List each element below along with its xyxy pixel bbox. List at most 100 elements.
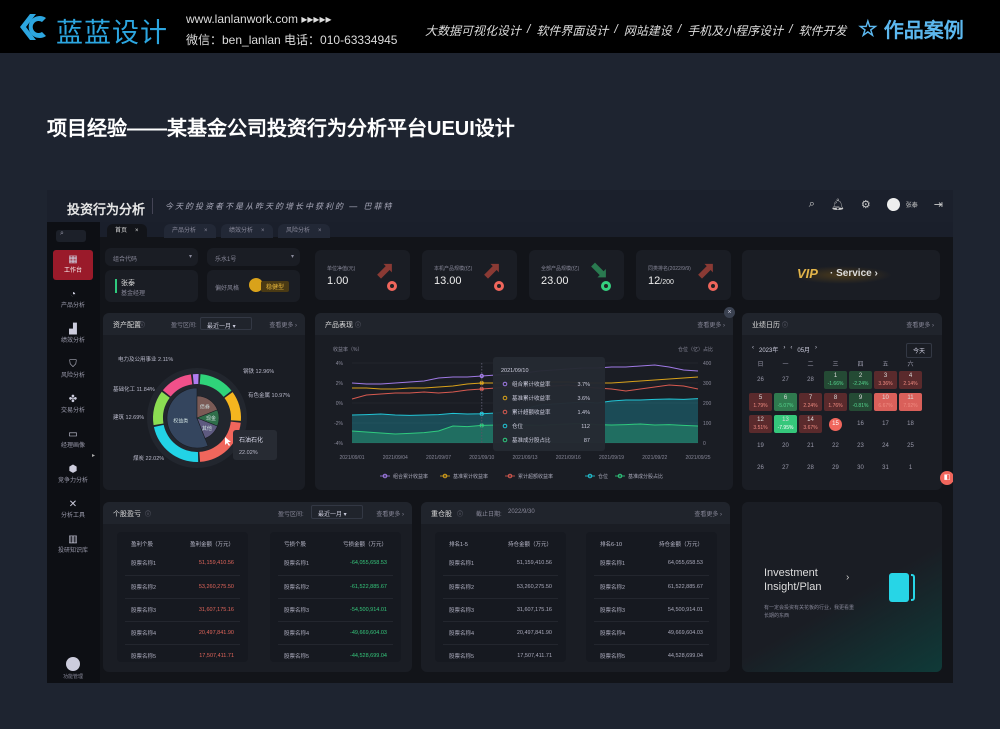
close-icon[interactable]: × [724,307,735,318]
calendar-day[interactable]: 28 [798,457,823,479]
calendar-day[interactable]: 6 -5.07% [773,391,798,413]
table-row[interactable]: 股票名称4 -49,669,604.03 [278,621,393,645]
view-more-link[interactable]: 查看更多 › [694,512,722,518]
nav-link[interactable]: 软件开发 [798,24,847,38]
sidebar-bottom[interactable]: 功能管理 [55,657,91,680]
ring-slice-1[interactable] [224,392,241,421]
calendar-day[interactable]: 1 -1.66% [823,369,848,391]
table-row[interactable]: 股票名称4 20,497,841.90 [125,621,240,645]
user-name[interactable]: 张泰 [905,203,918,209]
calendar-day[interactable]: 20 [773,435,798,457]
table-row[interactable]: 股票名称4 49,669,604.03 [594,621,709,645]
legend-label[interactable]: 基准成分股占比 [628,473,663,480]
calendar-day[interactable]: 14 3.67% [798,413,823,435]
calendar-day[interactable]: 1 [898,457,923,479]
close-tab-icon[interactable]: × [135,228,139,234]
calendar-day[interactable]: 7 2.24% [798,391,823,413]
calendar-day[interactable]: 28 [798,369,823,391]
calendar-day[interactable]: 2 -2.24% [848,369,873,391]
table-row[interactable]: 股票名称2 61,522,885.67 [594,575,709,599]
calendar-day[interactable]: 26 [748,457,773,479]
calendar-day[interactable]: 9 -0.81% [848,391,873,413]
fund-select[interactable]: 乐水1号 ▾ [207,248,300,266]
ring-slice-5[interactable] [162,374,193,397]
calendar-day[interactable]: 12 3.51% [748,413,773,435]
nav-link[interactable]: 手机及小程序设计 [687,24,784,38]
nav-link[interactable]: 软件界面设计 [536,24,609,38]
calendar-day[interactable]: 23 [848,435,873,457]
calendar-day[interactable]: 27 [773,369,798,391]
view-more-link[interactable]: 查看更多 › [906,323,934,329]
sidebar-item-nodes[interactable]: ✤ 交易分析 [53,390,93,420]
sidebar-item-bar[interactable]: ▟ 绩效分析 [53,320,93,350]
table-row[interactable]: 股票名称5 44,528,699.04 [594,644,709,667]
ring-slice-3[interactable] [153,424,199,462]
legend-label[interactable]: 组合累计收益率 [393,473,428,480]
next-year-icon[interactable]: › [783,345,786,351]
calendar-day[interactable]: 26 [748,369,773,391]
sidebar-item-books[interactable]: ▥ 投研知识库 [53,530,93,560]
ring-slice-4[interactable] [153,391,170,426]
range-select[interactable]: 最近一月 ▾ [200,317,252,330]
calendar-day[interactable]: 11 7.92% [898,391,923,413]
calendar-day[interactable]: 29 [823,457,848,479]
calendar-day[interactable]: 25 [898,435,923,457]
table-row[interactable]: 股票名称3 54,500,914.01 [594,598,709,622]
calendar-day[interactable]: 18 [898,413,923,435]
calendar-day[interactable]: 16 [848,413,873,435]
calendar-day[interactable]: 27 [773,457,798,479]
calendar-day[interactable]: 5 1.79% [748,391,773,413]
range-select[interactable]: 最近一月 ▾ [311,505,363,519]
prev-month-icon[interactable]: ‹ [790,345,793,351]
calendar-day[interactable]: 3 3.36% [873,369,898,391]
calendar-day[interactable]: 8 1.76% [823,391,848,413]
help-icon[interactable]: ⓘ [145,512,152,518]
table-row[interactable]: 股票名称1 -64,055,658.53 [278,552,393,576]
avatar[interactable] [886,198,900,211]
legend-label[interactable]: 仓位 [598,473,608,480]
nav-link[interactable]: 网站建设 [623,24,672,38]
ring-slice-2[interactable] [199,421,241,462]
calendar-day[interactable]: 30 [848,457,873,479]
table-row[interactable]: 股票名称4 20,497,841.90 [443,621,558,645]
legend-label[interactable]: 累计超额收益率 [518,473,553,480]
nav-link[interactable]: 大数据可视化设计 [425,24,522,38]
pie-slice-3[interactable] [196,417,218,439]
sidebar-collapse-handle[interactable]: ▸ [92,453,96,459]
sidebar-item-tools[interactable]: ✕ 分析工具 [53,495,93,525]
prev-year-icon[interactable]: ‹ [752,345,754,351]
close-tab-icon[interactable]: × [261,228,265,234]
settings-icon[interactable]: ⚙ [860,199,871,211]
table-row[interactable]: 股票名称1 51,159,410.56 [443,552,558,576]
pie-slice-0[interactable] [166,387,209,449]
sidebar-item-pie[interactable]: ◔ 产品分析 [53,285,93,315]
view-more-link[interactable]: 查看更多 › [697,323,725,329]
close-tab-icon[interactable]: × [318,228,322,234]
calendar-day[interactable]: 19 [748,435,773,457]
table-row[interactable]: 股票名称1 64,055,658.53 [594,552,709,576]
tab-1[interactable]: 产品分析 × [164,224,216,238]
calendar-day[interactable]: 17 [873,413,898,435]
table-row[interactable]: 股票名称5 -44,528,699.04 [278,644,393,667]
sidebar-search[interactable]: ⌕ [56,230,86,242]
help-icon[interactable]: ⓘ [355,323,362,329]
legend-label[interactable]: 基准累计收益率 [453,473,488,480]
view-more-link[interactable]: 查看更多 › [376,512,404,518]
table-row[interactable]: 股票名称3 31,607,175.16 [443,598,558,622]
tab-3[interactable]: 风险分析 × [278,224,330,238]
sidebar-item-grid[interactable]: ▦ 工作台 [53,250,93,280]
today-button[interactable]: 今天 [905,343,932,358]
calendar-day[interactable]: 21 [798,435,823,457]
bell-icon[interactable]: 🔔︎ [830,199,845,211]
calendar-day[interactable]: 24 [873,435,898,457]
float-action-button[interactable]: ◧ [940,471,953,485]
sidebar-item-shield[interactable]: ⛉ 风险分析 [53,355,93,385]
help-icon[interactable]: ⓘ [457,512,464,518]
table-row[interactable]: 股票名称5 17,507,411.71 [125,644,240,667]
help-icon[interactable]: ⓘ [139,323,146,329]
close-tab-icon[interactable]: × [204,228,208,234]
calendar-day[interactable]: 15 [823,413,848,435]
table-row[interactable]: 股票名称3 31,607,175.16 [125,598,240,622]
table-row[interactable]: 股票名称2 -61,522,885.67 [278,575,393,599]
calendar-day[interactable]: 31 [873,457,898,479]
